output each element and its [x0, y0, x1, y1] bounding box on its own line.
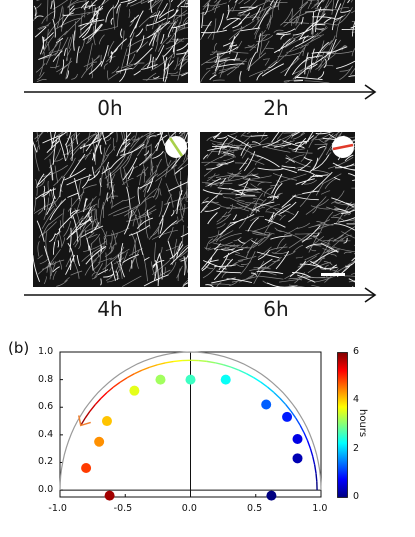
trajectory-segment [285, 404, 292, 412]
data-point [104, 490, 115, 501]
trajectory-segment [206, 360, 216, 364]
trajectory-segment [134, 369, 143, 375]
trajectory-segment [260, 381, 268, 388]
trajectory-segment [273, 391, 281, 399]
x-tick-label: -1.0 [48, 503, 67, 514]
trajectory-segment [279, 397, 287, 405]
trajectory-segment [230, 366, 240, 371]
colorbar-tick-label: 6 [353, 346, 360, 357]
data-point [261, 399, 272, 410]
colorbar-tick-label: 2 [353, 442, 360, 454]
micrograph-6h [200, 132, 355, 287]
trajectory-segment [312, 456, 316, 465]
fiber-strands-dim [200, 0, 355, 83]
time-label-0h: 0h [97, 96, 123, 120]
fiber-strands-bright [33, 0, 188, 83]
trajectory-segment [119, 377, 128, 383]
data-point [292, 434, 303, 444]
data-point [155, 374, 166, 385]
trajectory-arc [80, 359, 318, 491]
data-point [129, 385, 140, 396]
arrowhead [78, 415, 91, 427]
reference-unit-arc [59, 351, 322, 491]
trajectory-segment [303, 432, 309, 441]
trajectory-segment [165, 360, 174, 364]
trajectory-segment [80, 417, 86, 426]
colorbar [337, 352, 348, 498]
micrograph-4h [33, 132, 188, 287]
trajectory-segment [173, 359, 183, 363]
trajectory-segment [299, 424, 305, 433]
scale-bar [321, 273, 345, 276]
data-point [185, 374, 196, 385]
trajectory-segment [141, 366, 150, 371]
trajectory-segment [313, 464, 317, 474]
zero-axes [60, 352, 321, 497]
trajectory-segment [295, 417, 301, 426]
micrograph-2h [200, 0, 355, 83]
time-arrow-top [24, 84, 377, 100]
trajectory-segment [89, 404, 96, 412]
time-label-2h: 2h [263, 96, 289, 120]
trajectory-arrowhead [78, 415, 91, 427]
trajectory-segment [267, 386, 275, 393]
trajectory-segment [84, 410, 91, 419]
trajectory-segment [214, 362, 224, 366]
x-tick-label: 1.0 [312, 503, 328, 514]
trajectory-segment [126, 373, 135, 379]
fiber-texture [200, 0, 355, 83]
time-label-6h: 6h [263, 297, 289, 321]
fiber-texture [33, 0, 188, 83]
y-tick-label: 0.4 [38, 428, 54, 440]
trajectory-segment [100, 392, 108, 399]
orientation-indicator-6h [332, 136, 354, 158]
data-point [220, 374, 231, 385]
x-tick-label: 0.5 [247, 503, 263, 514]
y-tick-label: 1.0 [38, 346, 54, 357]
y-tick-label: 0.2 [38, 456, 54, 468]
trajectory-segment [112, 381, 121, 388]
panel-label-b: (b) [8, 339, 30, 357]
data-point [101, 416, 112, 427]
y-tick-label: 0.6 [38, 401, 54, 413]
x-tick-label: -0.5 [113, 503, 133, 514]
y-tick-label: 0.8 [38, 373, 54, 385]
colorbar-tick-label: 4 [353, 394, 360, 406]
orientation-indicator-4h [165, 136, 187, 158]
orientation-plot [59, 351, 322, 501]
trajectory-segment [309, 448, 314, 457]
colorbar-tick-label: 0 [353, 491, 360, 502]
fiber-strands-bright [33, 132, 188, 287]
trajectory-segment [106, 386, 114, 394]
data-point [81, 463, 92, 473]
time-label-4h: 4h [97, 297, 123, 321]
trajectory-segment [253, 377, 262, 383]
trajectory-segment [315, 473, 318, 482]
y-tick-label: 0.0 [38, 484, 54, 496]
trajectory-segment [290, 410, 297, 419]
data-point [94, 436, 105, 447]
data-point [292, 453, 303, 464]
time-arrow-bottom [24, 287, 377, 303]
data-point [282, 411, 293, 422]
trajectory-segment [238, 369, 247, 375]
data-points [81, 374, 303, 501]
fiber-strands-bright [201, 0, 355, 82]
data-point [266, 490, 277, 501]
fiber-texture [33, 132, 188, 287]
micrograph-0h [33, 0, 188, 83]
x-tick-label: 0.0 [181, 503, 197, 514]
trajectory-segment [157, 362, 166, 366]
colorbar-title: hours [357, 409, 368, 438]
trajectory-segment [306, 440, 312, 449]
trajectory-segment [94, 398, 102, 406]
trajectory-segment [198, 359, 207, 363]
trajectory-segment [222, 364, 232, 368]
fiber-strands-dim [33, 0, 188, 83]
trajectory-segment [149, 364, 158, 368]
trajectory-segment [246, 373, 255, 379]
